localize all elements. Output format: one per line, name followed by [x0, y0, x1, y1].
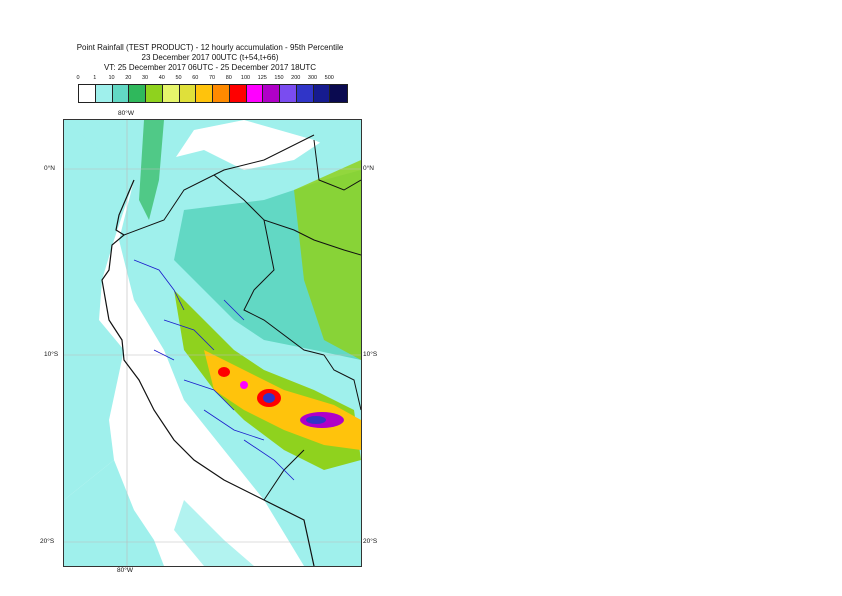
colorbar-swatch	[246, 85, 264, 102]
rainfall-map-svg	[64, 120, 361, 566]
colorbar-tick-label: 50	[175, 75, 182, 81]
eastern-rain-area	[294, 160, 361, 360]
map-title: Point Rainfall (TEST PRODUCT) - 12 hourl…	[76, 43, 344, 52]
admin-boundaries	[133, 259, 295, 481]
rain-max-east-core	[306, 416, 326, 424]
colorbar-swatch	[95, 85, 113, 102]
lon-label-top: 80°W	[118, 110, 134, 117]
country-borders	[123, 134, 361, 501]
colorbar-swatch	[330, 85, 347, 102]
colorbar-swatch	[112, 85, 130, 102]
rain-max-central-core	[263, 393, 275, 403]
colorbar-tick-label: 125	[257, 75, 267, 81]
colorbar-swatch	[296, 85, 314, 102]
colorbar-swatch	[280, 85, 297, 102]
colorbar-swatch	[146, 85, 163, 102]
colorbar-swatch	[162, 85, 180, 102]
colorbar-tick-label: 100	[240, 75, 251, 81]
rainfall-map	[63, 119, 362, 567]
colorbar-tick-label: 500	[324, 75, 334, 81]
lat-label-right-10: 10°S	[363, 351, 378, 358]
colorbar-tick-label: 70	[208, 75, 216, 81]
northern-rain-band	[64, 120, 361, 230]
colorbar-tick-label: 1	[93, 75, 97, 81]
ocean-rain-area-coastal	[174, 500, 254, 566]
colorbar-tick-label: 30	[141, 75, 149, 81]
lat-label-right-0: 0°N	[363, 165, 374, 172]
colorbar-swatch	[179, 85, 197, 102]
colorbar-tick-label: 200	[291, 75, 301, 81]
rain-max-small	[240, 381, 248, 389]
coastline	[101, 179, 315, 566]
ocean-rain-area-south	[64, 460, 164, 566]
colorbar-swatch	[263, 85, 280, 102]
lat-label-left-20: 20°S	[40, 538, 55, 545]
colorbar-tick-label: 10	[108, 75, 115, 81]
colorbar-tick-label: 60	[192, 75, 199, 81]
colorbar-swatch	[213, 85, 230, 102]
colorbar-swatch	[129, 85, 146, 102]
colorbar	[78, 84, 348, 103]
colorbar-tick-label: 40	[158, 75, 165, 81]
validity-time: VT: 25 December 2017 06UTC - 25 December…	[103, 63, 317, 72]
colorbar-tick-label: 150	[274, 75, 284, 81]
lat-label-right-20: 20°S	[363, 538, 378, 545]
lat-label-left-10: 10°S	[44, 351, 59, 358]
colorbar-tick-label: 80	[225, 75, 232, 81]
colorbar-swatch	[229, 85, 247, 102]
rain-max-west	[218, 367, 230, 377]
ocean-rain-area	[64, 120, 174, 500]
forecast-base-time: 23 December 2017 00UTC (t+54,t+66)	[141, 53, 279, 62]
colorbar-tick-label: 300	[307, 75, 318, 81]
colorbar-tick-label: 20	[125, 75, 132, 81]
western-rain-streak	[139, 120, 164, 220]
colorbar-swatch	[313, 85, 331, 102]
colorbar-tick-label: 0	[76, 75, 80, 81]
lat-label-left-0: 0°N	[44, 165, 55, 172]
lon-label-bottom: 80°W	[117, 567, 133, 574]
colorbar-swatch	[196, 85, 213, 102]
colorbar-swatch	[79, 85, 96, 102]
